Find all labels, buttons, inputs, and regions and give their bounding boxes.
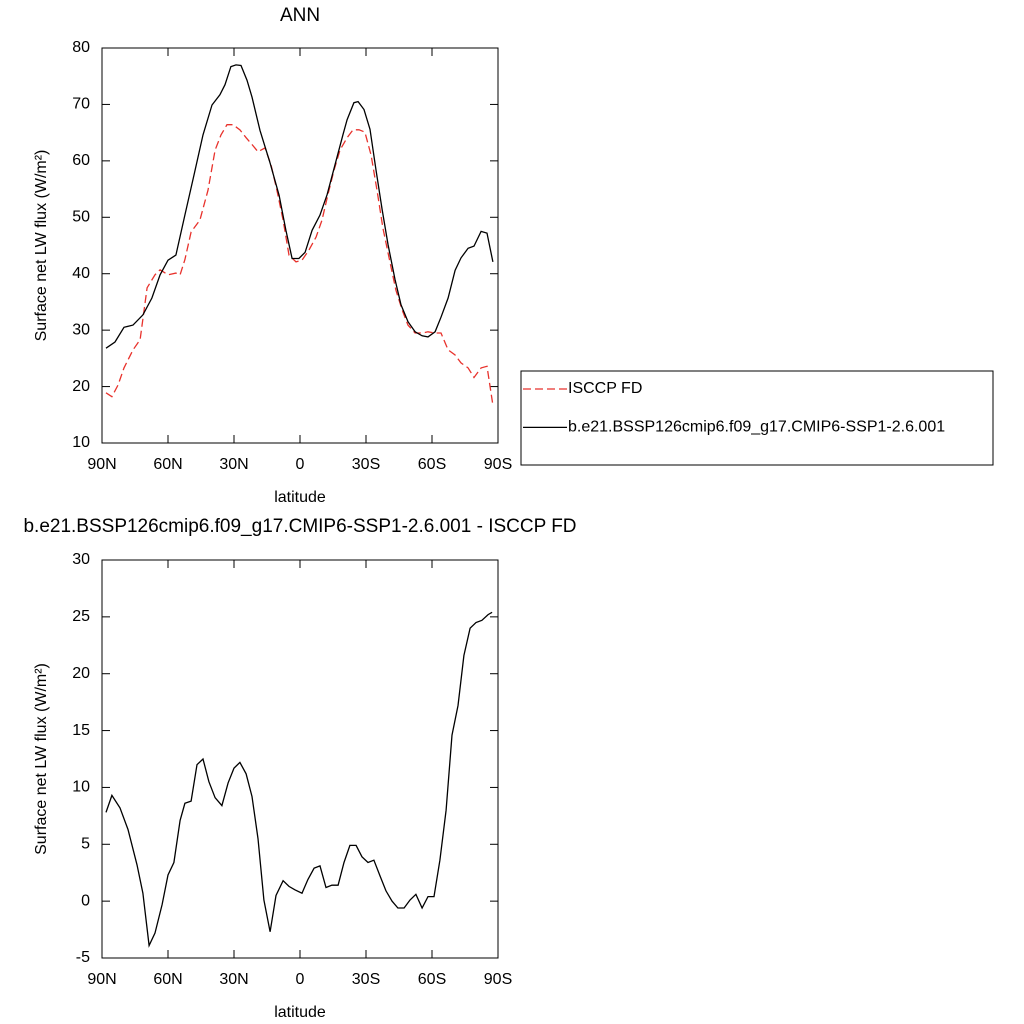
y-tick-label: 5: [81, 836, 90, 853]
y-tick-label: 0: [81, 892, 90, 909]
x-tick-label: 0: [296, 971, 305, 988]
y-axis-label: Surface net LW flux (W/m²): [33, 150, 50, 342]
data-line: [105, 611, 493, 948]
x-tick-label: 90N: [87, 971, 116, 988]
legend-label: ISCCP FD: [568, 380, 642, 397]
x-tick-label: 60N: [153, 456, 182, 473]
y-tick-label: 15: [72, 722, 90, 739]
y-tick-label: -5: [76, 949, 90, 966]
x-tick-label: 90N: [87, 456, 116, 473]
legend-label: b.e21.BSSP126cmip6.f09_g17.CMIP6-SSP1-2.…: [568, 419, 945, 436]
x-tick-label: 30N: [219, 456, 248, 473]
y-tick-label: 30: [72, 321, 90, 338]
chart-title: b.e21.BSSP126cmip6.f09_g17.CMIP6-SSP1-2.…: [23, 516, 576, 537]
y-tick-label: 80: [72, 39, 90, 56]
data-line: [105, 64, 494, 349]
x-tick-label: 0: [296, 456, 305, 473]
x-axis-label: latitude: [274, 489, 326, 506]
x-tick-label: 30S: [352, 971, 380, 988]
y-tick-label: 20: [72, 378, 90, 395]
y-tick-label: 20: [72, 665, 90, 682]
x-axis-label: latitude: [274, 1004, 326, 1021]
x-tick-label: 60S: [418, 456, 446, 473]
x-tick-label: 60S: [418, 971, 446, 988]
y-tick-label: 40: [72, 265, 90, 282]
y-tick-label: 25: [72, 608, 90, 625]
x-tick-label: 90S: [484, 456, 512, 473]
legend-box: [520, 370, 994, 466]
data-line: [105, 124, 494, 406]
x-tick-label: 30N: [219, 971, 248, 988]
y-tick-label: 10: [72, 434, 90, 451]
y-tick-label: 10: [72, 779, 90, 796]
y-tick-label: 60: [72, 152, 90, 169]
y-axis-label: Surface net LW flux (W/m²): [33, 663, 50, 855]
x-tick-label: 60N: [153, 971, 182, 988]
plot-frame: [101, 47, 499, 444]
y-tick-label: 30: [72, 551, 90, 568]
chart-title: ANN: [280, 5, 320, 26]
y-tick-label: 50: [72, 209, 90, 226]
plot-frame: [101, 559, 499, 959]
x-tick-label: 90S: [484, 971, 512, 988]
x-tick-label: 30S: [352, 456, 380, 473]
y-tick-label: 70: [72, 96, 90, 113]
